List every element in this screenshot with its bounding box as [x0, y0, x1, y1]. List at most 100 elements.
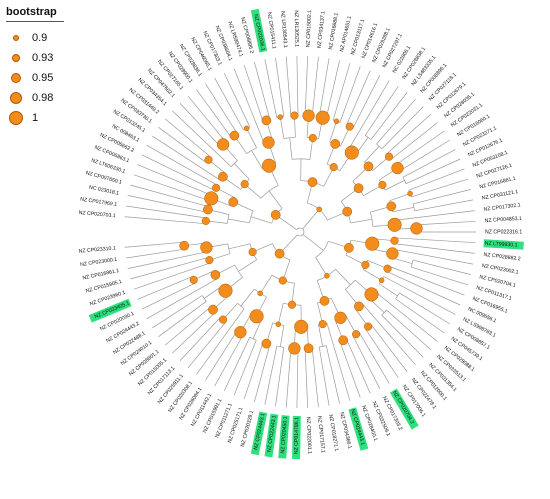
bootstrap-node: [190, 276, 198, 284]
tip-label: NZ CP022036.1: [252, 14, 265, 52]
tip-label: NC 023018.1: [88, 185, 119, 197]
branch-arc: [202, 296, 206, 302]
branch-line: [125, 217, 206, 224]
branch-line: [165, 119, 211, 157]
bootstrap-node: [324, 273, 329, 278]
legend-symbol: [6, 92, 26, 105]
bootstrap-node: [202, 217, 210, 225]
branch-line: [336, 269, 351, 285]
bootstrap-node: [379, 181, 387, 189]
branch-arc: [250, 337, 256, 340]
bootstrap-node: [208, 305, 217, 314]
bootstrap-node: [362, 261, 370, 269]
branch-line: [244, 65, 263, 121]
branch-line: [303, 209, 320, 229]
branch-line: [286, 57, 291, 116]
legend-symbol: [6, 73, 26, 83]
branch-line: [125, 242, 184, 247]
bootstrap-node: [308, 178, 317, 187]
branch-line: [251, 217, 272, 224]
bootstrap-node: [392, 162, 404, 174]
bootstrap-node: [235, 326, 247, 338]
branch-line: [394, 211, 475, 221]
bootstrap-node: [346, 123, 354, 131]
tip-label: NZ LR130543.1: [279, 11, 288, 48]
bootstrap-node: [201, 242, 213, 254]
bootstrap-node: [250, 310, 264, 324]
branch-line: [382, 315, 424, 357]
bootstrap-node: [408, 191, 413, 196]
legend-entry: 1: [6, 108, 64, 128]
branch-line: [276, 58, 284, 117]
bootstrap-dot-icon: [12, 54, 21, 63]
legend-symbol: [6, 111, 26, 126]
branch-line: [297, 56, 298, 115]
branch-line: [126, 249, 185, 258]
branch-line: [377, 99, 416, 144]
branch-line: [305, 56, 308, 115]
branch-line: [326, 61, 339, 119]
bootstrap-node: [365, 237, 379, 251]
bootstrap-dot-icon: [10, 92, 23, 105]
bootstrap-node: [335, 312, 347, 324]
branch-line: [340, 67, 360, 123]
branch-line: [180, 103, 221, 146]
branch-line: [229, 244, 250, 249]
bootstrap-dot-icon: [11, 73, 21, 83]
legend-label: 0.93: [32, 52, 53, 64]
bootstrap-node: [316, 111, 330, 125]
bootstrap-node: [211, 270, 220, 279]
tip-label: NZ CP017157.1: [316, 416, 326, 454]
tip-label: NZ CP028882.2: [483, 252, 521, 263]
branch-line: [411, 267, 468, 285]
tip-label: NZ CP018271.1: [327, 414, 339, 452]
branch-line: [333, 63, 350, 120]
branch-line: [387, 310, 431, 350]
branch-line: [269, 191, 282, 208]
bootstrap-node: [276, 322, 281, 327]
bootstrap-node: [291, 112, 299, 120]
bootstrap-node: [262, 116, 271, 125]
legend-entries: 0.9 0.93 0.95 0.98 1: [6, 28, 64, 128]
bootstrap-node: [244, 126, 249, 131]
bootstrap-node: [275, 249, 284, 258]
bootstrap-node: [319, 320, 327, 328]
tip-label: NZ CP022001.1: [305, 417, 313, 455]
branch-line: [362, 304, 415, 365]
bootstrap-node: [289, 343, 301, 355]
tip-label: NZ CP016861.1: [82, 268, 120, 282]
branch-line: [364, 146, 379, 162]
legend-label: 0.98: [32, 92, 53, 104]
tip-label: NZ CP034366.1: [338, 412, 352, 450]
tip-label: NZ CP023002.1: [481, 263, 519, 276]
branch-line: [409, 169, 465, 190]
branch-line: [327, 323, 350, 401]
branch-line: [385, 180, 404, 190]
branch-line: [142, 155, 215, 191]
tip-label: NZ CP034137.1: [317, 11, 327, 49]
bootstrap-node: [387, 248, 399, 260]
branch-line: [363, 269, 382, 280]
bootstrap-node: [205, 156, 213, 164]
bootstrap-node: [388, 218, 402, 232]
legend-entry: 0.9: [6, 28, 64, 48]
bootstrap-node: [263, 137, 275, 149]
legend-symbol: [6, 54, 26, 63]
tip-label: NZ CP023310.1: [78, 245, 116, 254]
bootstrap-node: [364, 323, 372, 331]
branch-line: [234, 340, 256, 395]
branch-line: [165, 307, 211, 345]
branch-line: [238, 260, 256, 272]
tip-labels: NZ CP020703.1NZ CP017969.1NC 023018.1NZ …: [78, 9, 524, 459]
branch-line: [330, 121, 337, 142]
branch-line: [128, 195, 207, 212]
branch-line: [290, 138, 292, 160]
bootstrap-node: [364, 162, 373, 171]
branch-line: [280, 326, 284, 347]
legend-entry: 0.95: [6, 68, 64, 88]
branch-line: [252, 151, 263, 170]
bootstrap-node: [249, 248, 257, 256]
branch-line: [305, 349, 308, 408]
bootstrap-node: [411, 223, 423, 235]
